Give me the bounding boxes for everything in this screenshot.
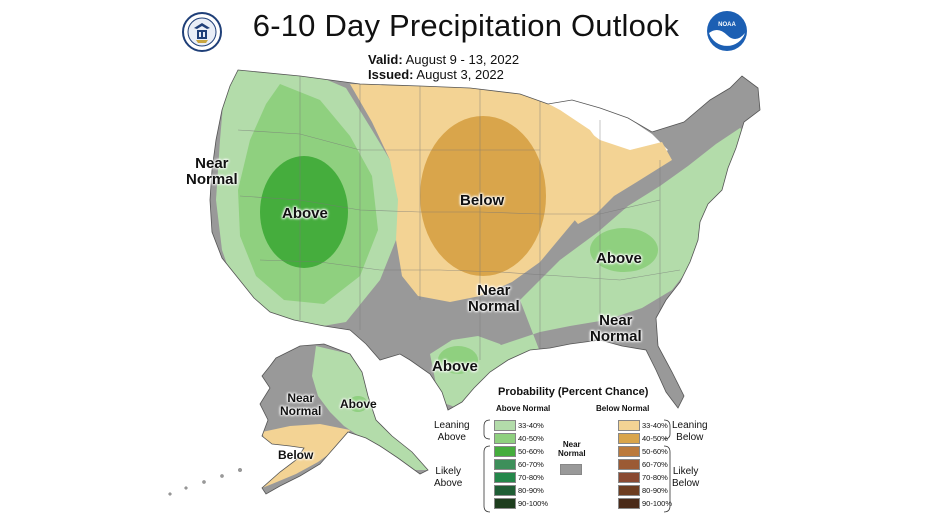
label-alaska-near-normal: Near Normal: [280, 391, 322, 418]
legend-above-range-label: 33-40%: [518, 421, 544, 430]
legend-title: Probability (Percent Chance): [498, 386, 649, 398]
legend-above-range-label: 90-100%: [518, 499, 549, 508]
noaa-logo-icon: NOAA: [707, 11, 747, 51]
legend-above-swatch: [494, 446, 516, 457]
legend-above-swatch: [494, 485, 516, 496]
valid-label: Valid:: [368, 52, 403, 67]
legend: Probability (Percent Chance) Above Norma…: [428, 384, 728, 518]
legend-below-swatch: [618, 433, 640, 444]
legend-below-range-label: 70-80%: [642, 473, 668, 482]
legend-below-swatch: [618, 498, 640, 509]
legend-likely-below: Likely Below: [672, 466, 700, 489]
legend-brackets: [483, 419, 671, 513]
legend-below-range-label: 60-70%: [642, 460, 668, 469]
legend-leaning-above: Leaning Above: [434, 420, 470, 443]
legend-above-range-label: 60-70%: [518, 460, 544, 469]
legend-below-swatch: [618, 472, 640, 483]
issued-value: August 3, 2022: [416, 67, 504, 82]
legend-near-normal-label: Near Normal: [558, 440, 586, 459]
valid-dates: Valid: August 9 - 13, 2022: [368, 52, 519, 67]
legend-below-range-label: 90-100%: [642, 499, 673, 508]
map-title: 6-10 Day Precipitation Outlook: [252, 8, 680, 43]
issued-label: Issued:: [368, 67, 414, 82]
legend-above-range-label: 40-50%: [518, 434, 544, 443]
legend-below-header: Below Normal: [596, 404, 650, 413]
legend-below-range-label: 80-90%: [642, 486, 668, 495]
label-near-normal-west: Near Normal: [186, 155, 238, 188]
legend-below-range-label: 33-40%: [642, 421, 668, 430]
legend-below-swatch: [618, 420, 640, 431]
doc-seal-icon: [182, 12, 222, 52]
legend-below-swatch: [618, 485, 640, 496]
legend-below-swatch: [618, 446, 640, 457]
legend-above-range-label: 50-60%: [518, 447, 544, 456]
legend-leaning-below: Leaning Below: [672, 420, 708, 443]
label-above-texas: Above: [432, 358, 478, 375]
label-above-east: Above: [596, 250, 642, 267]
svg-text:NOAA: NOAA: [718, 22, 736, 28]
legend-above-header: Above Normal: [496, 404, 551, 413]
legend-above-range-label: 70-80%: [518, 473, 544, 482]
label-below-central: Below: [460, 192, 505, 209]
legend-near-normal-swatch: [560, 464, 582, 475]
legend-below-range-label: 40-50%: [642, 434, 668, 443]
label-near-normal-central: Near Normal: [468, 282, 520, 315]
legend-above-swatch: [494, 498, 516, 509]
legend-below-swatch: [618, 459, 640, 470]
legend-above-swatch: [494, 472, 516, 483]
legend-likely-above: Likely Above: [434, 466, 463, 489]
legend-above-swatch: [494, 459, 516, 470]
legend-above-range-label: 80-90%: [518, 486, 544, 495]
valid-value: August 9 - 13, 2022: [405, 52, 520, 67]
legend-above-swatch: [494, 420, 516, 431]
issued-date: Issued: August 3, 2022: [368, 67, 504, 82]
legend-above-swatch: [494, 433, 516, 444]
label-alaska-below: Below: [278, 448, 314, 462]
legend-below-range-label: 50-60%: [642, 447, 668, 456]
label-above-west: Above: [282, 205, 328, 222]
label-alaska-above: Above: [340, 397, 377, 411]
label-near-normal-southeast: Near Normal: [590, 312, 642, 345]
